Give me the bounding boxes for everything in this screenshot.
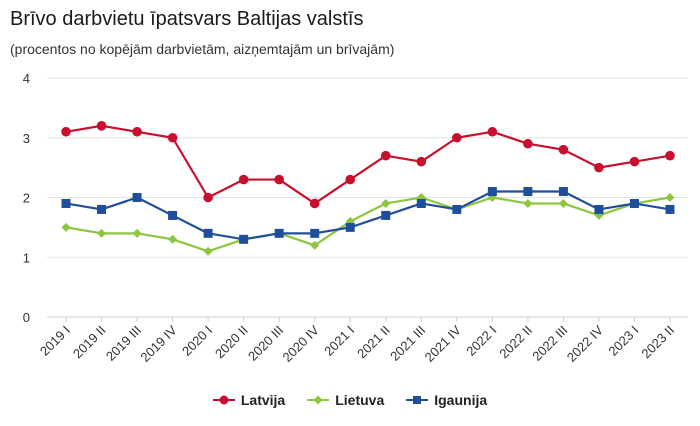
data-point-lietuva[interactable] [665,193,675,202]
data-point-latvija[interactable] [238,174,249,185]
data-point-igaunija[interactable] [61,198,71,208]
x-tick-label: 2019 III [103,323,144,364]
x-tick-label: 2020 II [212,323,251,362]
x-tick-label: 2019 IV [137,322,180,365]
legend-marker-lietuva [307,395,330,405]
y-tick-label: 1 [23,250,30,265]
legend-marker-latvija [212,395,235,405]
data-point-igaunija[interactable] [629,198,639,208]
data-point-latvija[interactable] [380,150,391,161]
data-point-igaunija[interactable] [381,210,391,220]
y-tick-label: 2 [23,191,30,206]
data-point-latvija[interactable] [558,144,569,155]
legend: Latvija Lietuva Igaunija [0,392,700,408]
data-point-latvija[interactable] [416,156,427,167]
y-tick-label: 3 [23,131,30,146]
x-tick-label: 2021 III [387,323,428,364]
data-point-lietuva[interactable] [132,228,142,238]
x-tick-label: 2022 II [496,323,535,362]
legend-label-latvija: Latvija [240,392,286,408]
data-point-latvija[interactable] [61,126,71,137]
x-tick-label: 2021 II [354,323,393,362]
x-tick-label: 2020 I [179,323,215,359]
legend-marker-igaunija [406,396,429,404]
x-tick-label: 2022 I [463,323,499,359]
series-igaunija [61,187,675,244]
data-point-igaunija[interactable] [345,222,355,232]
y-tick-label: 4 [23,71,30,86]
data-point-latvija[interactable] [274,174,284,185]
x-tick-label: 2020 IV [280,322,323,365]
data-point-latvija[interactable] [629,156,640,167]
data-point-igaunija[interactable] [203,228,213,238]
data-point-lietuva[interactable] [381,198,391,208]
data-point-igaunija[interactable] [665,204,675,214]
data-point-latvija[interactable] [523,138,533,149]
data-point-igaunija[interactable] [97,204,107,214]
legend-item-latvija[interactable]: Latvija [212,392,286,408]
data-point-lietuva[interactable] [168,234,178,244]
data-point-latvija[interactable] [132,126,142,137]
gridlines [47,77,688,318]
legend-item-lietuva[interactable]: Lietuva [307,392,384,408]
legend-label-igaunija: Igaunija [434,392,488,408]
y-axis-ticks: 0 1 2 3 4 [23,71,30,325]
x-tick-label: 2023 II [638,323,677,362]
data-point-igaunija[interactable] [168,210,178,220]
data-point-latvija[interactable] [309,198,320,209]
x-tick-label: 2021 I [321,323,357,359]
y-tick-label: 0 [23,310,30,325]
data-point-lietuva[interactable] [558,198,568,208]
data-point-igaunija[interactable] [487,187,497,197]
x-tick-label: 2020 III [245,323,286,364]
chart-title: Brīvo darbvietu īpatsvars Baltijas valst… [10,8,364,30]
data-point-igaunija[interactable] [558,187,568,197]
data-point-igaunija[interactable] [310,228,320,238]
data-point-latvija[interactable] [452,132,462,143]
data-point-igaunija[interactable] [274,228,284,238]
data-point-latvija[interactable] [487,126,498,137]
data-point-igaunija[interactable] [132,193,142,202]
data-point-latvija[interactable] [167,132,178,143]
data-point-lietuva[interactable] [203,246,213,256]
data-point-latvija[interactable] [203,192,213,203]
x-tick-label: 2022 III [529,323,570,364]
data-point-igaunija[interactable] [452,204,462,214]
legend-label-lietuva: Lietuva [335,392,385,408]
series-latvija [61,121,675,209]
data-point-igaunija[interactable] [239,234,249,244]
data-point-latvija[interactable] [665,150,675,161]
data-point-latvija[interactable] [96,121,107,131]
x-tick-label: 2019 II [70,323,109,362]
series-plot-area [61,121,675,256]
series-line-igaunija [65,190,671,241]
x-tick-label: 2021 IV [422,322,465,365]
legend-item-igaunija[interactable]: Igaunija [406,392,487,408]
x-tick-label: 2019 I [37,323,73,359]
data-point-lietuva[interactable] [523,198,533,208]
x-tick-label: 2022 IV [564,322,607,365]
series-line-lietuva [65,196,671,253]
series-line-latvija [65,124,671,205]
data-point-lietuva[interactable] [310,240,320,250]
data-point-igaunija[interactable] [594,204,604,214]
data-point-igaunija[interactable] [416,198,426,208]
data-point-latvija[interactable] [345,174,356,185]
x-tick-label: 2023 I [605,323,641,359]
series-lietuva [61,193,675,256]
data-point-igaunija[interactable] [523,187,533,197]
chart-subtitle: (procentos no kopējām darbvietām, aizņem… [10,41,395,57]
data-point-lietuva[interactable] [97,228,107,238]
data-point-lietuva[interactable] [61,222,71,232]
data-point-latvija[interactable] [594,162,604,173]
